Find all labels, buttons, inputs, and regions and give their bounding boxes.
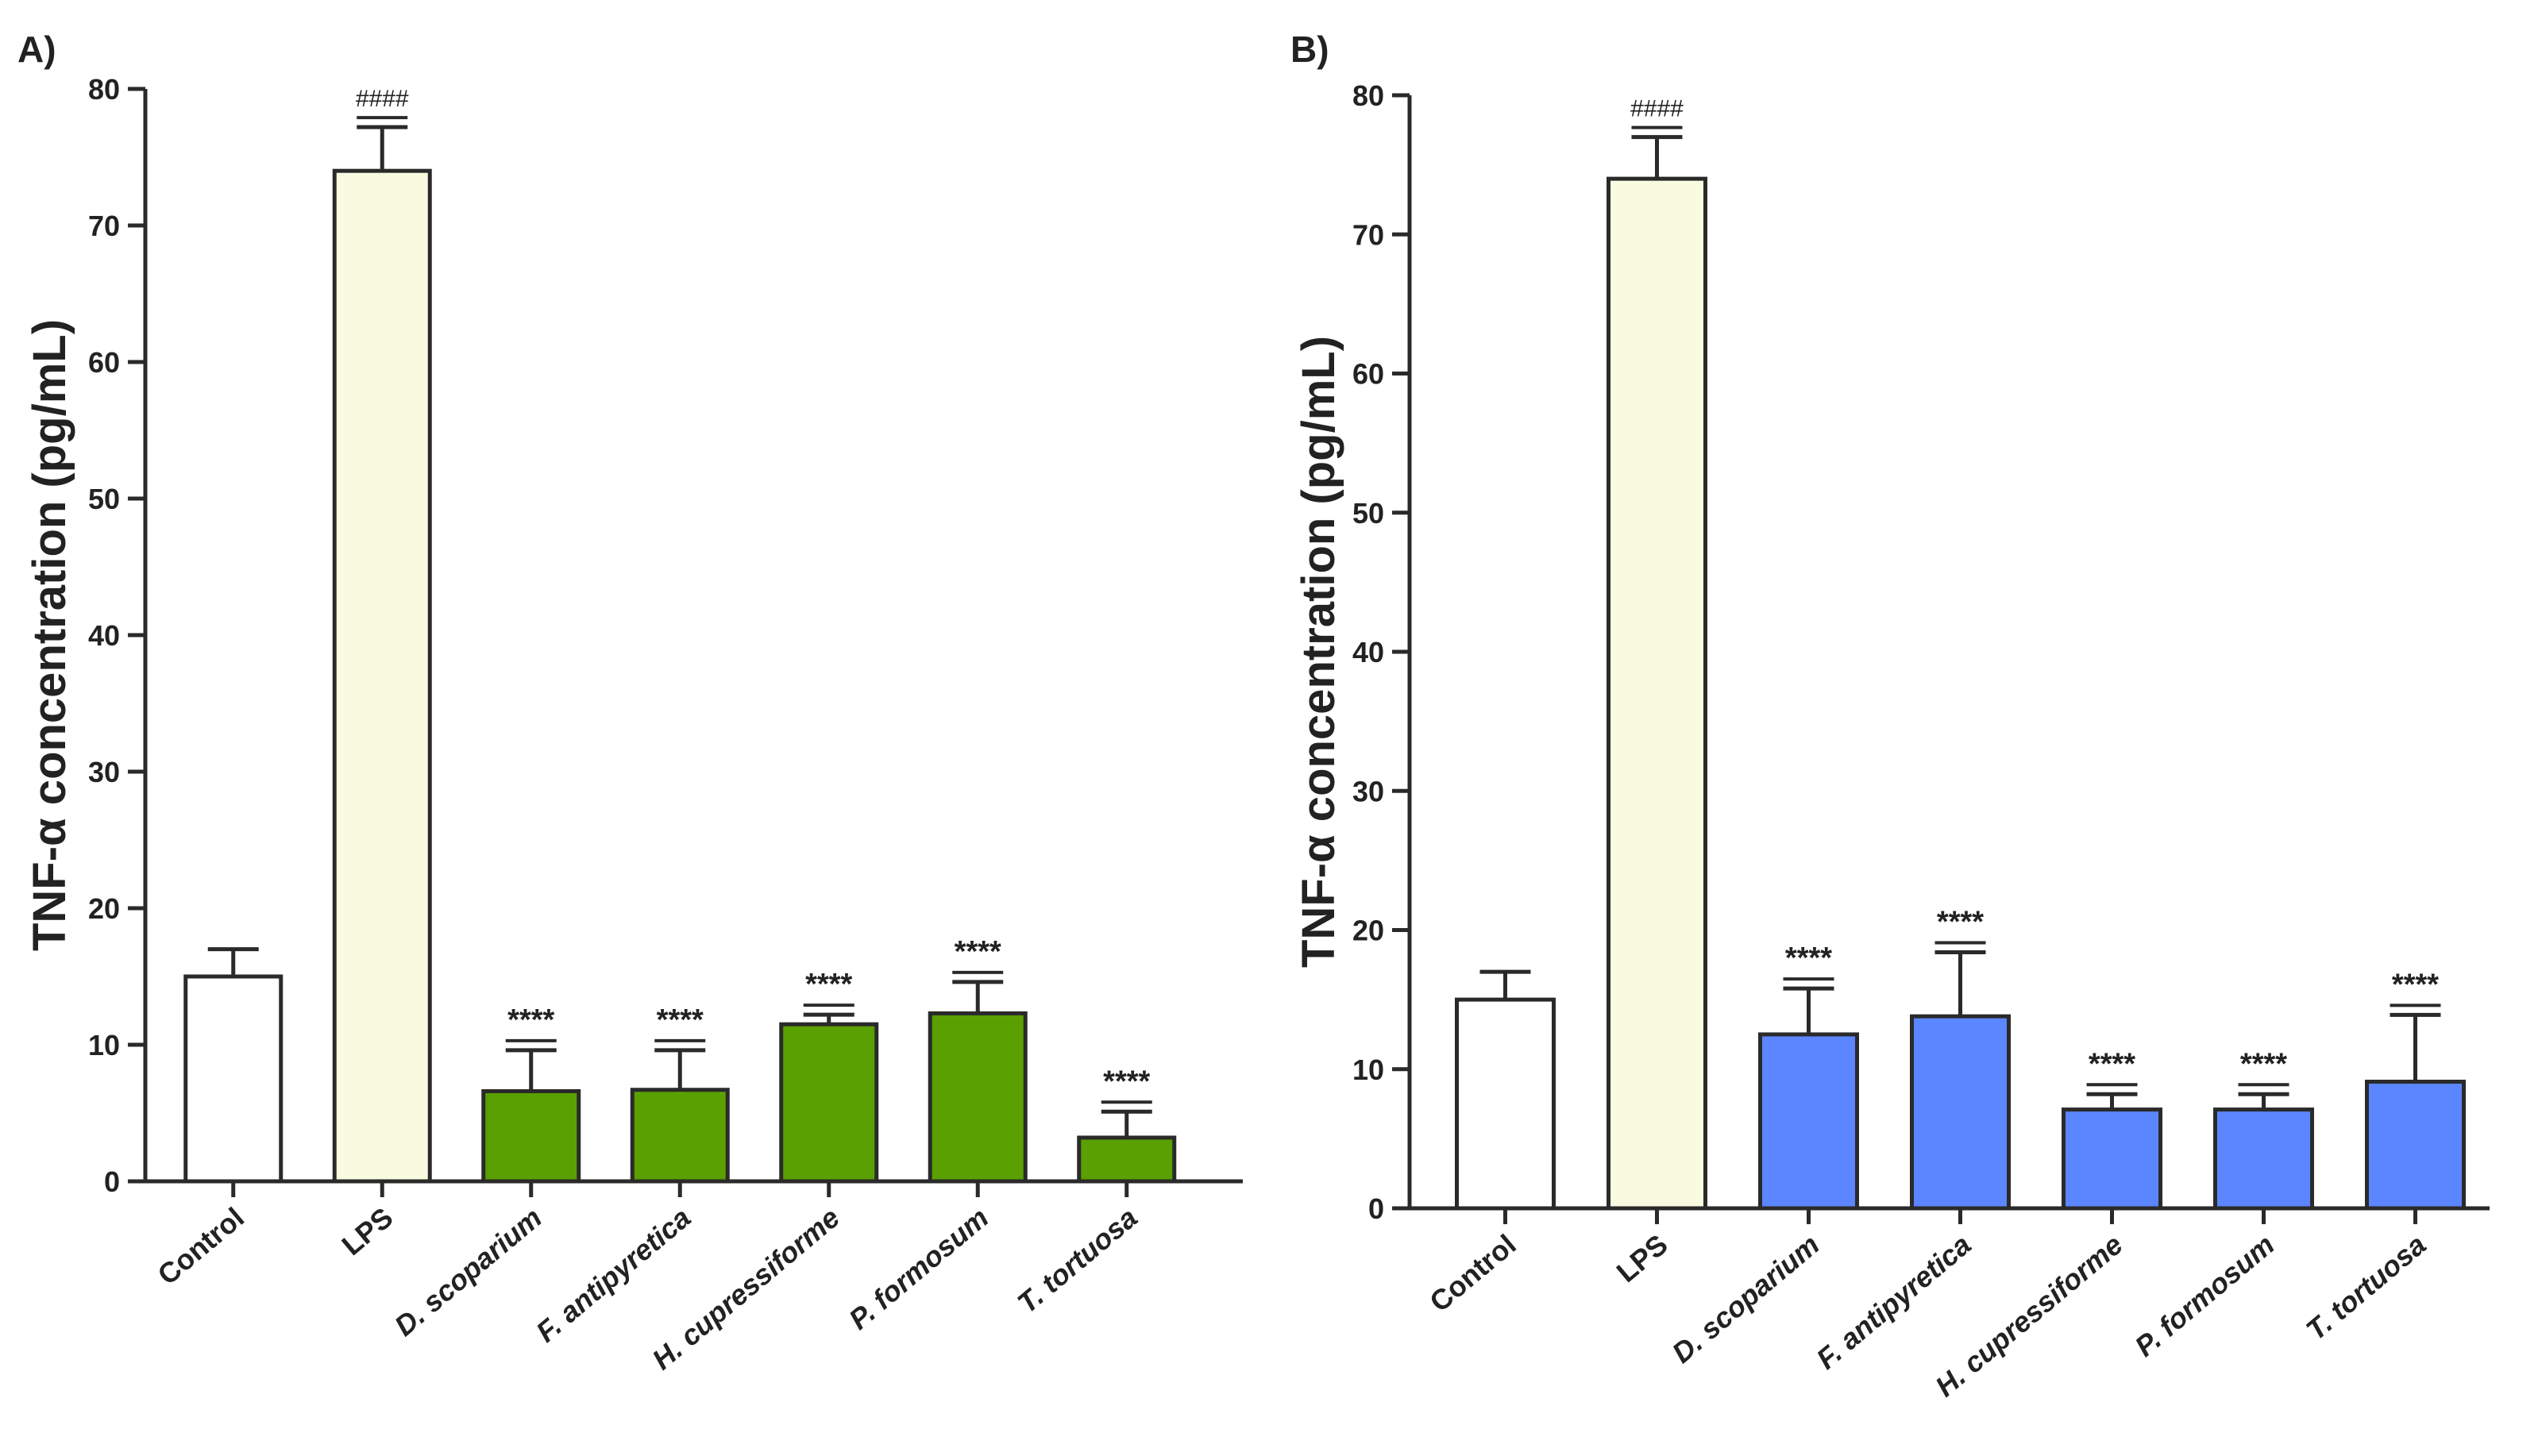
bar-f-antipyretica (1910, 1014, 2011, 1211)
y-tick-label: 0 (104, 1165, 120, 1198)
x-category-label: F. antipyretica (530, 1201, 696, 1349)
y-tick-label: 70 (1352, 218, 1384, 251)
bar-lps (1607, 176, 1707, 1211)
bar-p-formosum (2213, 1107, 2314, 1211)
y-tick-label: 50 (88, 483, 120, 515)
panel-a-chart: A) TNF-α concentration (pg/mL) 0 10 20 30 40… (17, 29, 1243, 1376)
panel-label: B) (1290, 29, 1329, 70)
bar-h-cupressiforme (779, 1022, 879, 1184)
significance-star-label: **** (657, 1003, 704, 1037)
significance-hash-label: #### (356, 86, 409, 112)
y-tick-label: 10 (1352, 1053, 1384, 1086)
bar-t-tortuosa (1077, 1135, 1177, 1184)
y-tick-label: 70 (88, 210, 120, 242)
significance-star-label: **** (507, 1003, 554, 1037)
significance-star-label: **** (805, 968, 852, 1001)
y-tick-label: 30 (88, 756, 120, 788)
y-tick-label: 60 (1352, 358, 1384, 391)
significance-star-label: **** (1103, 1065, 1150, 1098)
bar-d-scoparium (481, 1088, 581, 1184)
y-tick-label: 30 (1352, 775, 1384, 807)
y-tick-label: 10 (88, 1029, 120, 1061)
significance-star-label: **** (2240, 1047, 2287, 1080)
y-tick-label: 20 (88, 892, 120, 925)
bar-control (183, 974, 284, 1184)
y-tick-label: 40 (1352, 636, 1384, 668)
y-tick-label: 40 (88, 619, 120, 652)
y-tick-label: 0 (1368, 1192, 1384, 1225)
y-tick-label: 50 (1352, 497, 1384, 530)
y-tick-label: 60 (88, 346, 120, 379)
bar-h-cupressiforme (2062, 1107, 2162, 1211)
x-category-label: P. formosum (2128, 1228, 2280, 1363)
y-tick-label: 20 (1352, 915, 1384, 947)
significance-star-label: **** (955, 935, 1001, 969)
x-category-label: T. tortuosa (2300, 1228, 2432, 1346)
panel-b-chart: B) TNF-α concentration (pg/mL) 0 10 20 30 40… (1290, 29, 2490, 1403)
x-category-label: F. antipyretica (1810, 1228, 1977, 1376)
significance-star-label: **** (1937, 906, 1984, 939)
bar-f-antipyretica (630, 1088, 730, 1184)
panel-label: A) (17, 29, 56, 70)
y-tick-label: 80 (88, 73, 120, 106)
significance-star-label: **** (1785, 942, 1832, 975)
bar-d-scoparium (1758, 1032, 1859, 1211)
significance-hash-label: #### (1630, 96, 1684, 122)
x-category-label: T. tortuosa (1011, 1201, 1144, 1319)
y-axis-title: TNF-α concentration (pg/mL) (24, 319, 75, 951)
significance-star-label: **** (2089, 1047, 2135, 1080)
x-category-label: LPS (1610, 1228, 1674, 1288)
x-category-label: Control (152, 1201, 250, 1292)
bar-control (1455, 997, 1556, 1211)
y-tick-label: 80 (1352, 79, 1384, 112)
x-category-label: D. scoparium (1666, 1228, 1826, 1369)
bar-t-tortuosa (2365, 1080, 2466, 1211)
bar-p-formosum (928, 1011, 1028, 1184)
x-category-label: P. formosum (843, 1201, 994, 1336)
x-category-label: D. scoparium (388, 1201, 548, 1342)
y-axis-title: TNF-α concentration (pg/mL) (1293, 336, 1344, 968)
bar-lps (332, 168, 432, 1184)
x-category-label: LPS (335, 1201, 399, 1261)
significance-star-label: **** (2392, 968, 2439, 1001)
x-category-label: Control (1423, 1228, 1522, 1319)
